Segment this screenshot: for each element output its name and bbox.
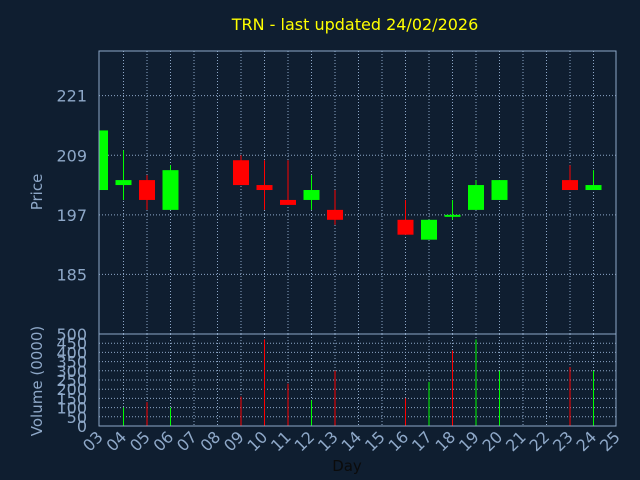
volume-y-tick-label: 300	[56, 362, 87, 381]
candle-body	[468, 185, 484, 210]
candle-body	[397, 219, 414, 235]
candle	[256, 160, 273, 210]
candle-body	[115, 180, 132, 186]
candle-body	[585, 185, 602, 191]
volume-y-tick-label: 100	[56, 399, 87, 418]
candle	[99, 130, 108, 191]
volume-y-tick-label: 450	[56, 334, 87, 353]
candle	[115, 150, 132, 200]
price-y-tick-labels: 185 197 209 221	[56, 87, 87, 285]
candle-body	[327, 209, 343, 220]
candle-body	[139, 180, 155, 200]
candle	[491, 180, 508, 200]
volume-y-tick-label: 250	[56, 371, 87, 390]
candles	[99, 130, 602, 240]
candle	[280, 160, 296, 205]
price-axis-label: Price	[28, 174, 46, 211]
candle	[421, 219, 437, 240]
candle-body	[256, 185, 273, 191]
candle-body	[280, 199, 296, 205]
price-panel: 185 197 209 221 Price	[28, 50, 617, 335]
price-y-tick-label: 185	[56, 265, 87, 284]
candle	[468, 180, 484, 210]
candle	[139, 175, 155, 210]
candle-body	[100, 130, 108, 191]
x-axis-label: Day	[332, 457, 362, 475]
volume-y-tick-label: 50	[67, 408, 87, 427]
candle-body	[444, 214, 461, 217]
candle-body	[162, 170, 179, 210]
volume-y-tick-label: 0	[77, 417, 87, 436]
candle	[562, 165, 578, 191]
volume-bars	[123, 339, 594, 426]
candle-body	[491, 180, 508, 200]
price-y-tick-label: 209	[56, 146, 87, 165]
candle-body	[233, 160, 249, 186]
volume-y-tick-label: 350	[56, 353, 87, 372]
candle	[327, 190, 343, 225]
volume-frame	[98, 333, 617, 427]
volume-y-tick-label: 200	[56, 380, 87, 399]
candle	[444, 199, 461, 220]
candle	[585, 170, 602, 191]
chart-title: TRN - last updated 24/02/2026	[231, 15, 479, 34]
candle	[162, 165, 179, 210]
price-y-tick-label: 197	[56, 206, 87, 225]
volume-y-tick-label: 150	[56, 389, 87, 408]
candle	[303, 175, 320, 210]
candle-body	[303, 190, 320, 200]
candle-body	[421, 219, 437, 240]
candle-body	[562, 180, 578, 191]
x-tick-labels: 0304050607080910111213141516171819202122…	[79, 427, 624, 455]
volume-y-tick-label: 500	[56, 325, 87, 344]
candle	[397, 199, 414, 235]
volume-axis-label: Volume (0000)	[28, 326, 46, 436]
candle	[233, 155, 249, 186]
volume-y-tick-label: 400	[56, 343, 87, 362]
price-y-tick-label: 221	[56, 87, 87, 106]
